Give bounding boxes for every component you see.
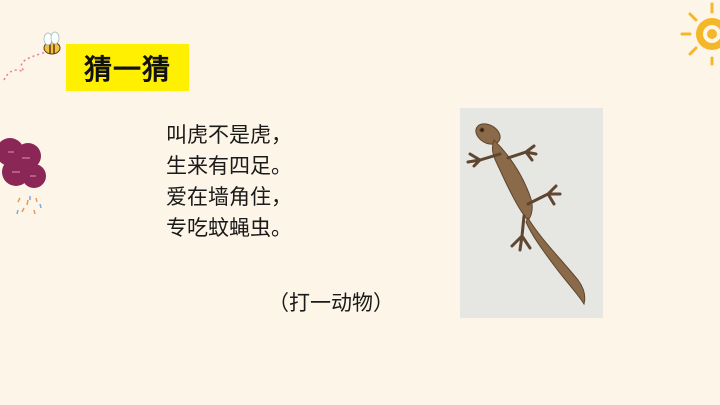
page-title: 猜一猜 <box>83 52 171 86</box>
riddle-hint: （打一动物） <box>268 291 394 315</box>
riddle-line: 叫虎不是虎， <box>166 123 292 147</box>
riddle-line: 生来有四足。 <box>166 154 292 178</box>
title-highlight: 猜一猜 <box>66 44 189 91</box>
riddle-text: 叫虎不是虎， 生来有四足。 爱在墙角住， 专吃蚊蝇虫。 <box>166 120 292 244</box>
flower-decoration-icon <box>0 138 46 215</box>
riddle-line: 专吃蚊蝇虫。 <box>166 216 292 240</box>
gecko-icon <box>466 123 586 306</box>
riddle-line: 爱在墙角住， <box>166 185 292 209</box>
bee-icon <box>3 31 61 81</box>
sun-decoration-icon <box>680 2 720 66</box>
gecko-photo <box>460 108 603 318</box>
